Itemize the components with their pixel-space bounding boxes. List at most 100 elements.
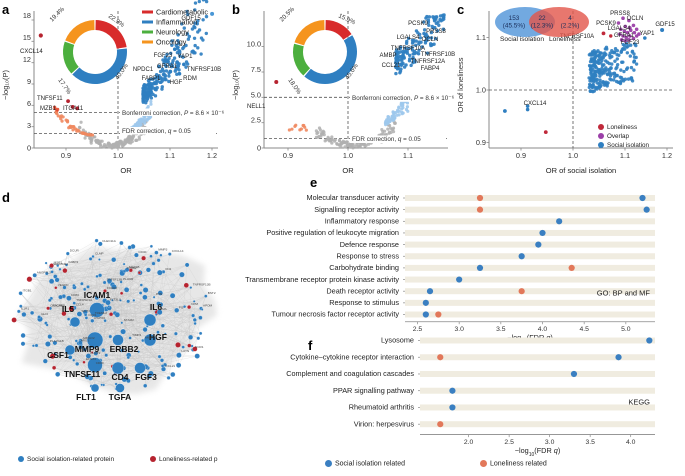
svg-text:Neurology: Neurology: [156, 27, 189, 36]
svg-text:CXCL14: CXCL14: [20, 49, 43, 55]
svg-text:FABP1: FABP1: [142, 76, 161, 82]
svg-text:NPDC1: NPDC1: [133, 67, 154, 73]
svg-text:FURT2: FURT2: [90, 351, 100, 355]
svg-text:FLT3LG: FLT3LG: [110, 298, 122, 302]
svg-text:TNFSF13B: TNFSF13B: [107, 278, 122, 282]
svg-text:Social isolation: Social isolation: [500, 36, 544, 43]
svg-text:KEGG: KEGG: [628, 397, 650, 406]
svg-text:22: 22: [538, 15, 546, 22]
svg-text:AMBP: AMBP: [379, 53, 396, 59]
svg-text:CCL21: CCL21: [382, 63, 401, 69]
svg-text:FCER2: FCER2: [107, 286, 117, 290]
svg-text:4.0: 4.0: [626, 439, 636, 446]
svg-text:GO: BP and MF: GO: BP and MF: [597, 289, 651, 298]
svg-text:Response to stress: Response to stress: [337, 251, 400, 260]
svg-text:153: 153: [509, 15, 520, 22]
svg-text:PI3: PI3: [179, 305, 184, 309]
svg-text:OCLN: OCLN: [422, 37, 439, 43]
svg-text:Rheumatoid arthritis: Rheumatoid arthritis: [349, 403, 415, 412]
svg-text:RSPO3: RSPO3: [94, 316, 105, 320]
svg-text:PTN: PTN: [156, 292, 162, 296]
svg-text:PLAUR: PLAUR: [123, 277, 134, 281]
svg-text:Carbohydrate binding: Carbohydrate binding: [329, 263, 399, 272]
svg-text:MMP3: MMP3: [158, 248, 167, 252]
svg-text:CPM: CPM: [191, 302, 198, 306]
svg-text:LGALS4: LGALS4: [397, 35, 420, 41]
svg-text:Transmembrane receptor protein: Transmembrane receptor protein kinase ac…: [245, 275, 399, 284]
svg-text:TNFRSF13B: TNFRSF13B: [193, 283, 211, 287]
svg-text:GZMA: GZMA: [158, 307, 168, 311]
svg-text:Response to stimulus: Response to stimulus: [329, 298, 399, 307]
svg-text:MEP1B: MEP1B: [129, 265, 140, 269]
svg-text:20.5%: 20.5%: [278, 6, 296, 24]
svg-text:(2.2%): (2.2%): [561, 23, 580, 30]
svg-text:CSF1: CSF1: [47, 350, 69, 360]
svg-text:GLI3: GLI3: [41, 312, 48, 316]
svg-text:TNFRSF10B: TNFRSF10B: [187, 67, 221, 73]
svg-text:Positive regulation of leukocy: Positive regulation of leukocyte migrati…: [266, 228, 399, 237]
svg-text:CXCL14: CXCL14: [172, 249, 184, 253]
svg-text:NCR1: NCR1: [195, 345, 204, 349]
svg-text:TNFSF11: TNFSF11: [64, 369, 101, 379]
svg-text:Molecular transducer activity: Molecular transducer activity: [307, 193, 400, 202]
svg-text:PLA2G1B: PLA2G1B: [50, 339, 64, 343]
svg-text:MSR1: MSR1: [54, 261, 63, 265]
svg-text:ITGA11: ITGA11: [63, 106, 84, 112]
svg-text:PRSS8: PRSS8: [426, 29, 446, 35]
svg-text:TREML2: TREML2: [95, 311, 107, 315]
svg-text:Lysosome: Lysosome: [381, 336, 414, 345]
svg-text:Death receptor activity: Death receptor activity: [326, 286, 399, 295]
svg-text:APOM: APOM: [203, 303, 213, 307]
svg-text:19.4%: 19.4%: [48, 6, 66, 24]
svg-text:RDM: RDM: [183, 76, 197, 82]
svg-text:17.7%: 17.7%: [56, 77, 72, 96]
svg-text:2.0: 2.0: [464, 439, 474, 446]
svg-text:NELL1: NELL1: [247, 104, 266, 110]
svg-text:Cardiometabolic: Cardiometabolic: [156, 7, 208, 16]
svg-text:HGF: HGF: [170, 80, 183, 86]
svg-text:FABP4: FABP4: [69, 260, 79, 264]
svg-text:CD4: CD4: [111, 372, 128, 382]
svg-text:STAM2: STAM2: [124, 318, 134, 322]
svg-text:(12.3%): (12.3%): [531, 23, 553, 30]
svg-text:18.0%: 18.0%: [286, 77, 302, 96]
svg-text:GFRA1: GFRA1: [157, 64, 178, 70]
svg-text:Loneliness: Loneliness: [549, 36, 581, 43]
svg-text:AMBP: AMBP: [145, 336, 154, 340]
svg-text:MZB1: MZB1: [40, 106, 57, 112]
svg-text:TNFRSF10B: TNFRSF10B: [421, 52, 455, 58]
svg-text:Defence response: Defence response: [340, 240, 399, 249]
svg-text:DCUR: DCUR: [70, 249, 80, 253]
svg-text:LAYN: LAYN: [181, 349, 189, 353]
svg-text:CCL4: CCL4: [76, 303, 84, 307]
svg-text:FLT1: FLT1: [76, 392, 96, 402]
svg-text:(45.5%): (45.5%): [503, 23, 525, 30]
svg-text:ARG1: ARG1: [81, 338, 90, 342]
svg-text:FGF3: FGF3: [135, 372, 157, 382]
svg-text:YAP1: YAP1: [178, 54, 194, 60]
svg-text:CD40: CD40: [138, 250, 146, 254]
svg-text:PCSK9: PCSK9: [408, 21, 428, 27]
svg-text:−log10(FDR q): −log10(FDR q): [515, 446, 561, 458]
svg-text:FN1: FN1: [166, 267, 172, 271]
svg-text:TGFA: TGFA: [109, 392, 132, 402]
svg-text:2.5: 2.5: [504, 439, 514, 446]
svg-text:TNFRSF12A: TNFRSF12A: [411, 59, 445, 65]
svg-text:Signalling receptor activity: Signalling receptor activity: [314, 205, 399, 214]
svg-text:3.0: 3.0: [545, 439, 555, 446]
svg-text:4: 4: [568, 15, 572, 22]
svg-text:Complement and coagulation cas: Complement and coagulation cascades: [286, 369, 414, 378]
svg-text:Inflammatory response: Inflammatory response: [325, 217, 399, 226]
svg-text:Virion: herpesvirus: Virion: herpesvirus: [354, 419, 415, 428]
svg-text:Oncology: Oncology: [156, 37, 187, 46]
svg-text:ERBB2: ERBB2: [110, 344, 139, 354]
svg-text:FABP4: FABP4: [421, 66, 440, 72]
svg-text:PPAR signalling pathway: PPAR signalling pathway: [333, 386, 414, 395]
svg-text:GDF15: GDF15: [181, 16, 201, 22]
svg-text:CLMP: CLMP: [95, 252, 104, 256]
svg-text:TIMP2: TIMP2: [132, 333, 141, 337]
svg-text:IL1R1: IL1R1: [21, 306, 30, 310]
svg-text:CLEC11A: CLEC11A: [102, 239, 116, 243]
svg-text:ANGPTL3: ANGPTL3: [37, 270, 51, 274]
svg-text:EFNA1: EFNA1: [86, 357, 96, 361]
